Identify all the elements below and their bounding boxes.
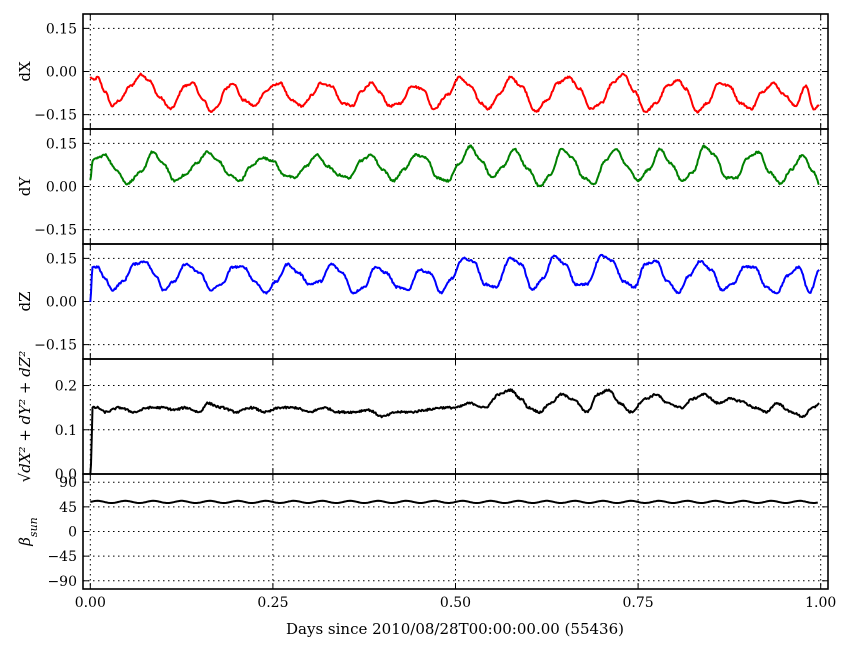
xtick-label-3: 0.75 [623, 595, 654, 611]
series-line-norm [89, 388, 820, 474]
ytick-label-norm-1: 0.1 [55, 423, 77, 439]
xtick-label-1: 0.25 [257, 595, 288, 611]
panel-dX: 0.15 0.00 −0.15 dX [16, 13, 829, 130]
y-axis-label-part-norm-0: √ [16, 472, 34, 482]
panel-frame-dZ [82, 243, 829, 360]
ytick-label-beta-0: 90 [59, 475, 77, 491]
y-axis-label-dX: dX [16, 61, 34, 82]
panel-frame-beta [82, 473, 829, 590]
y-axis-label-beta: βsun [16, 517, 40, 547]
y-axis-label-part-norm-1: dX² + dY² + dZ² [16, 351, 34, 473]
series-line-beta [90, 499, 818, 504]
ytick-label-beta-4: −90 [47, 574, 77, 590]
ytick-label-dY-2: −0.15 [34, 223, 77, 239]
xtick-label-2: 0.50 [440, 595, 471, 611]
ytick-label-beta-3: −45 [47, 549, 77, 565]
y-axis-label-norm: √dX² + dY² + dZ² [16, 351, 34, 483]
x-axis: 0.00 0.25 0.50 0.75 1.00 [75, 595, 837, 611]
y-axis-label-part-dZ-0: dZ [16, 291, 34, 311]
panel-beta: 90 45 0 −45 −90 βsun [16, 473, 829, 590]
ytick-label-dY-0: 0.15 [46, 136, 77, 152]
ytick-label-dY-1: 0.00 [46, 180, 77, 196]
series-line-dY [89, 144, 820, 188]
ytick-label-beta-1: 45 [59, 500, 77, 516]
ytick-label-dZ-0: 0.15 [46, 251, 77, 267]
xtick-label-4: 1.00 [805, 595, 836, 611]
ytick-label-dX-1: 0.00 [46, 65, 77, 81]
panels: 0.150.00−0.15dX0.150.00−0.15dY0.150.00−0… [16, 13, 829, 590]
ytick-label-dZ-2: −0.15 [34, 338, 77, 354]
y-axis-label-part-dX-0: dX [16, 61, 34, 82]
ytick-label-norm-0: 0.2 [55, 379, 77, 395]
panel-frame-dX [82, 13, 829, 130]
xtick-label-0: 0.00 [75, 595, 106, 611]
series-line-dZ [89, 253, 820, 303]
ytick-label-dX-2: −0.15 [34, 108, 77, 124]
y-axis-label-part-dY-0: dY [16, 176, 34, 197]
x-axis-label: Days since 2010/08/28T00:00:00.00 (55436… [286, 620, 624, 638]
panel-dY: 0.15 0.00 −0.15 dY [16, 128, 829, 245]
panel-frame-norm [82, 358, 829, 475]
ytick-label-dZ-1: 0.00 [46, 295, 77, 311]
panel-dZ: 0.15 0.00 −0.15 dZ [16, 243, 829, 360]
y-axis-label-dZ: dZ [16, 291, 34, 311]
y-axis-label-part-beta-0: β [16, 537, 34, 547]
y-axis-label-dY: dY [16, 176, 34, 197]
series-line-dX [89, 72, 820, 114]
y-axis-label-part-beta-1: sun [27, 517, 40, 537]
ytick-label-dX-0: 0.15 [46, 21, 77, 37]
panel-norm: 0.2 0.1 0.0 √dX² + dY² + dZ² [16, 351, 829, 483]
ytick-label-beta-2: 0 [68, 525, 77, 541]
ytick-label-norm-2: 0.0 [55, 467, 77, 483]
panel-frame-dY [82, 128, 829, 245]
